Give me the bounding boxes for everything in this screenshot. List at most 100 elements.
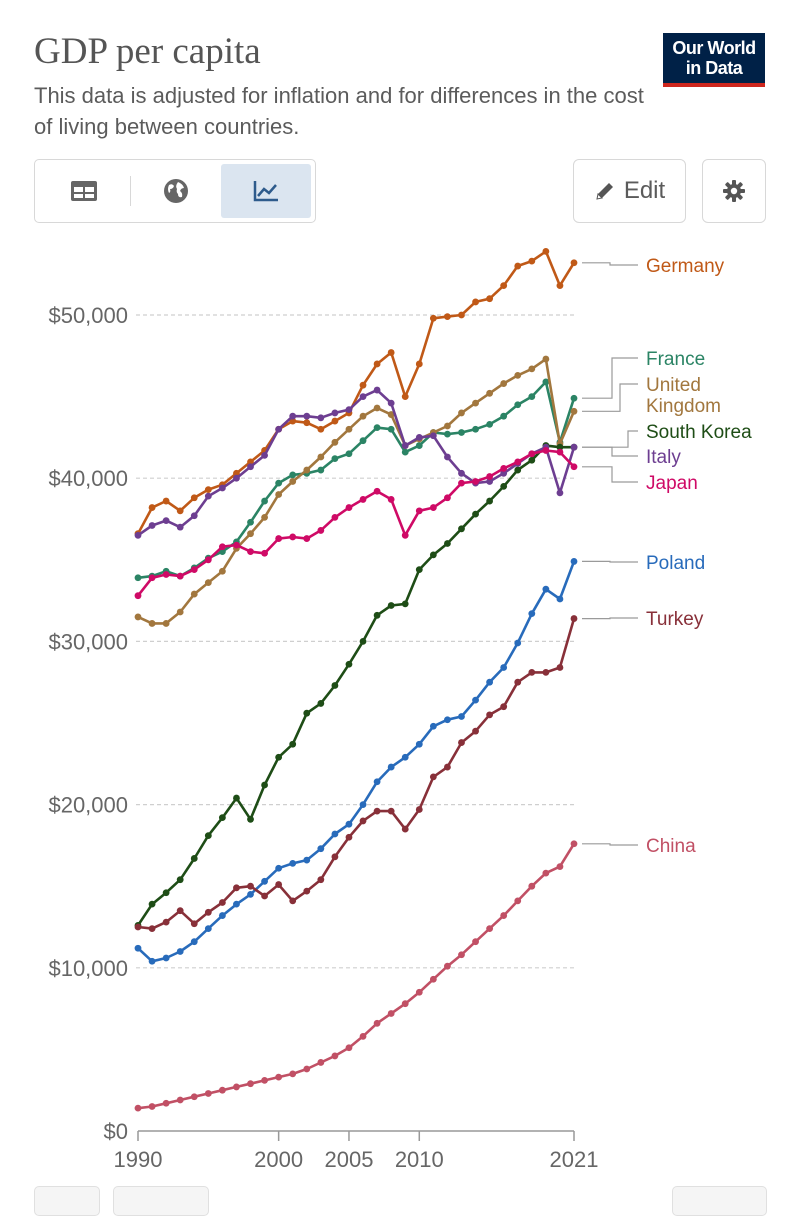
data-point-china[interactable] — [303, 1065, 311, 1073]
data-point-turkey[interactable] — [303, 887, 311, 895]
data-point-poland[interactable] — [148, 957, 156, 965]
data-point-south-korea[interactable] — [359, 638, 367, 645]
data-point-italy[interactable] — [289, 412, 297, 420]
data-point-germany[interactable] — [359, 381, 367, 389]
data-point-poland[interactable] — [556, 595, 564, 603]
data-point-france[interactable] — [317, 466, 325, 474]
legend-label-poland[interactable]: Poland — [646, 553, 705, 574]
data-point-germany[interactable] — [415, 360, 423, 368]
data-point-japan[interactable] — [275, 535, 283, 542]
data-point-poland[interactable] — [218, 912, 226, 919]
data-point-italy[interactable] — [190, 512, 198, 520]
data-point-japan[interactable] — [401, 531, 409, 539]
data-point-turkey[interactable] — [500, 703, 508, 711]
data-point-south-korea[interactable] — [317, 700, 325, 707]
data-point-turkey[interactable] — [387, 807, 395, 815]
data-point-japan[interactable] — [528, 450, 536, 458]
data-point-france[interactable] — [261, 497, 268, 505]
data-point-china[interactable] — [317, 1059, 325, 1066]
bottom-control-3[interactable] — [672, 1186, 767, 1216]
owid-logo[interactable]: Our World in Data — [663, 33, 765, 87]
data-point-poland[interactable] — [401, 753, 409, 761]
data-point-germany[interactable] — [190, 494, 198, 502]
data-point-italy[interactable] — [486, 478, 494, 485]
data-point-south-korea[interactable] — [289, 740, 297, 748]
data-point-poland[interactable] — [162, 954, 170, 962]
tab-table[interactable] — [39, 164, 129, 218]
data-point-south-korea[interactable] — [331, 682, 339, 689]
data-point-china[interactable] — [247, 1080, 254, 1088]
data-point-china[interactable] — [275, 1073, 283, 1081]
data-point-south-korea[interactable] — [387, 602, 395, 609]
data-point-france[interactable] — [345, 450, 353, 458]
data-point-poland[interactable] — [570, 558, 578, 565]
data-point-united-kingdom[interactable] — [275, 491, 283, 498]
data-point-italy[interactable] — [233, 474, 240, 482]
data-point-poland[interactable] — [331, 830, 339, 838]
data-point-poland[interactable] — [134, 944, 142, 952]
data-point-germany[interactable] — [387, 349, 395, 356]
data-point-italy[interactable] — [275, 425, 283, 433]
data-point-poland[interactable] — [317, 845, 325, 853]
data-point-south-korea[interactable] — [401, 600, 409, 608]
data-point-italy[interactable] — [359, 393, 367, 400]
data-point-united-kingdom[interactable] — [528, 365, 536, 373]
data-point-united-kingdom[interactable] — [444, 422, 451, 430]
data-point-united-kingdom[interactable] — [148, 620, 156, 627]
data-point-china[interactable] — [570, 840, 578, 848]
data-point-france[interactable] — [528, 393, 536, 400]
legend-label-france[interactable]: France — [646, 349, 705, 370]
data-point-turkey[interactable] — [458, 739, 465, 746]
data-point-japan[interactable] — [204, 556, 212, 564]
data-point-poland[interactable] — [415, 740, 423, 748]
data-point-france[interactable] — [444, 430, 451, 438]
data-point-united-kingdom[interactable] — [359, 412, 367, 420]
data-point-united-kingdom[interactable] — [162, 620, 170, 627]
data-point-china[interactable] — [528, 882, 536, 890]
data-point-united-kingdom[interactable] — [331, 438, 339, 446]
data-point-japan[interactable] — [233, 541, 240, 549]
data-point-south-korea[interactable] — [275, 753, 283, 761]
data-point-germany[interactable] — [556, 282, 564, 290]
data-point-poland[interactable] — [247, 890, 254, 898]
edit-button[interactable]: Edit — [573, 159, 686, 223]
data-point-south-korea[interactable] — [261, 781, 268, 789]
data-point-italy[interactable] — [162, 517, 170, 525]
data-point-japan[interactable] — [289, 533, 297, 541]
data-point-south-korea[interactable] — [472, 510, 479, 518]
data-point-germany[interactable] — [247, 458, 254, 466]
data-point-turkey[interactable] — [444, 763, 451, 771]
data-point-japan[interactable] — [373, 487, 381, 495]
data-point-china[interactable] — [331, 1052, 339, 1060]
data-point-japan[interactable] — [303, 535, 311, 542]
data-point-south-korea[interactable] — [444, 540, 451, 547]
data-point-japan[interactable] — [162, 571, 170, 578]
data-point-turkey[interactable] — [134, 923, 142, 931]
data-point-japan[interactable] — [218, 543, 226, 551]
series-line-south-korea[interactable] — [136, 444, 574, 927]
data-point-italy[interactable] — [429, 432, 437, 440]
data-point-japan[interactable] — [148, 574, 156, 582]
data-point-japan[interactable] — [247, 548, 254, 556]
data-point-japan[interactable] — [359, 496, 367, 503]
data-point-italy[interactable] — [345, 406, 353, 414]
data-point-turkey[interactable] — [218, 899, 226, 906]
data-point-poland[interactable] — [303, 856, 311, 864]
data-point-china[interactable] — [542, 869, 550, 877]
data-point-france[interactable] — [486, 420, 494, 428]
data-point-japan[interactable] — [190, 566, 198, 573]
data-point-germany[interactable] — [233, 469, 240, 477]
series-line-japan[interactable] — [136, 449, 575, 597]
data-point-france[interactable] — [289, 471, 297, 479]
data-point-france[interactable] — [514, 401, 522, 409]
data-point-turkey[interactable] — [556, 664, 564, 671]
data-point-germany[interactable] — [331, 417, 339, 425]
data-point-italy[interactable] — [261, 451, 268, 459]
data-point-turkey[interactable] — [148, 925, 156, 933]
data-point-italy[interactable] — [444, 453, 451, 461]
data-point-china[interactable] — [218, 1086, 226, 1094]
data-point-china[interactable] — [204, 1090, 212, 1097]
data-point-france[interactable] — [401, 448, 409, 456]
data-point-china[interactable] — [176, 1096, 184, 1104]
data-point-china[interactable] — [472, 938, 479, 946]
